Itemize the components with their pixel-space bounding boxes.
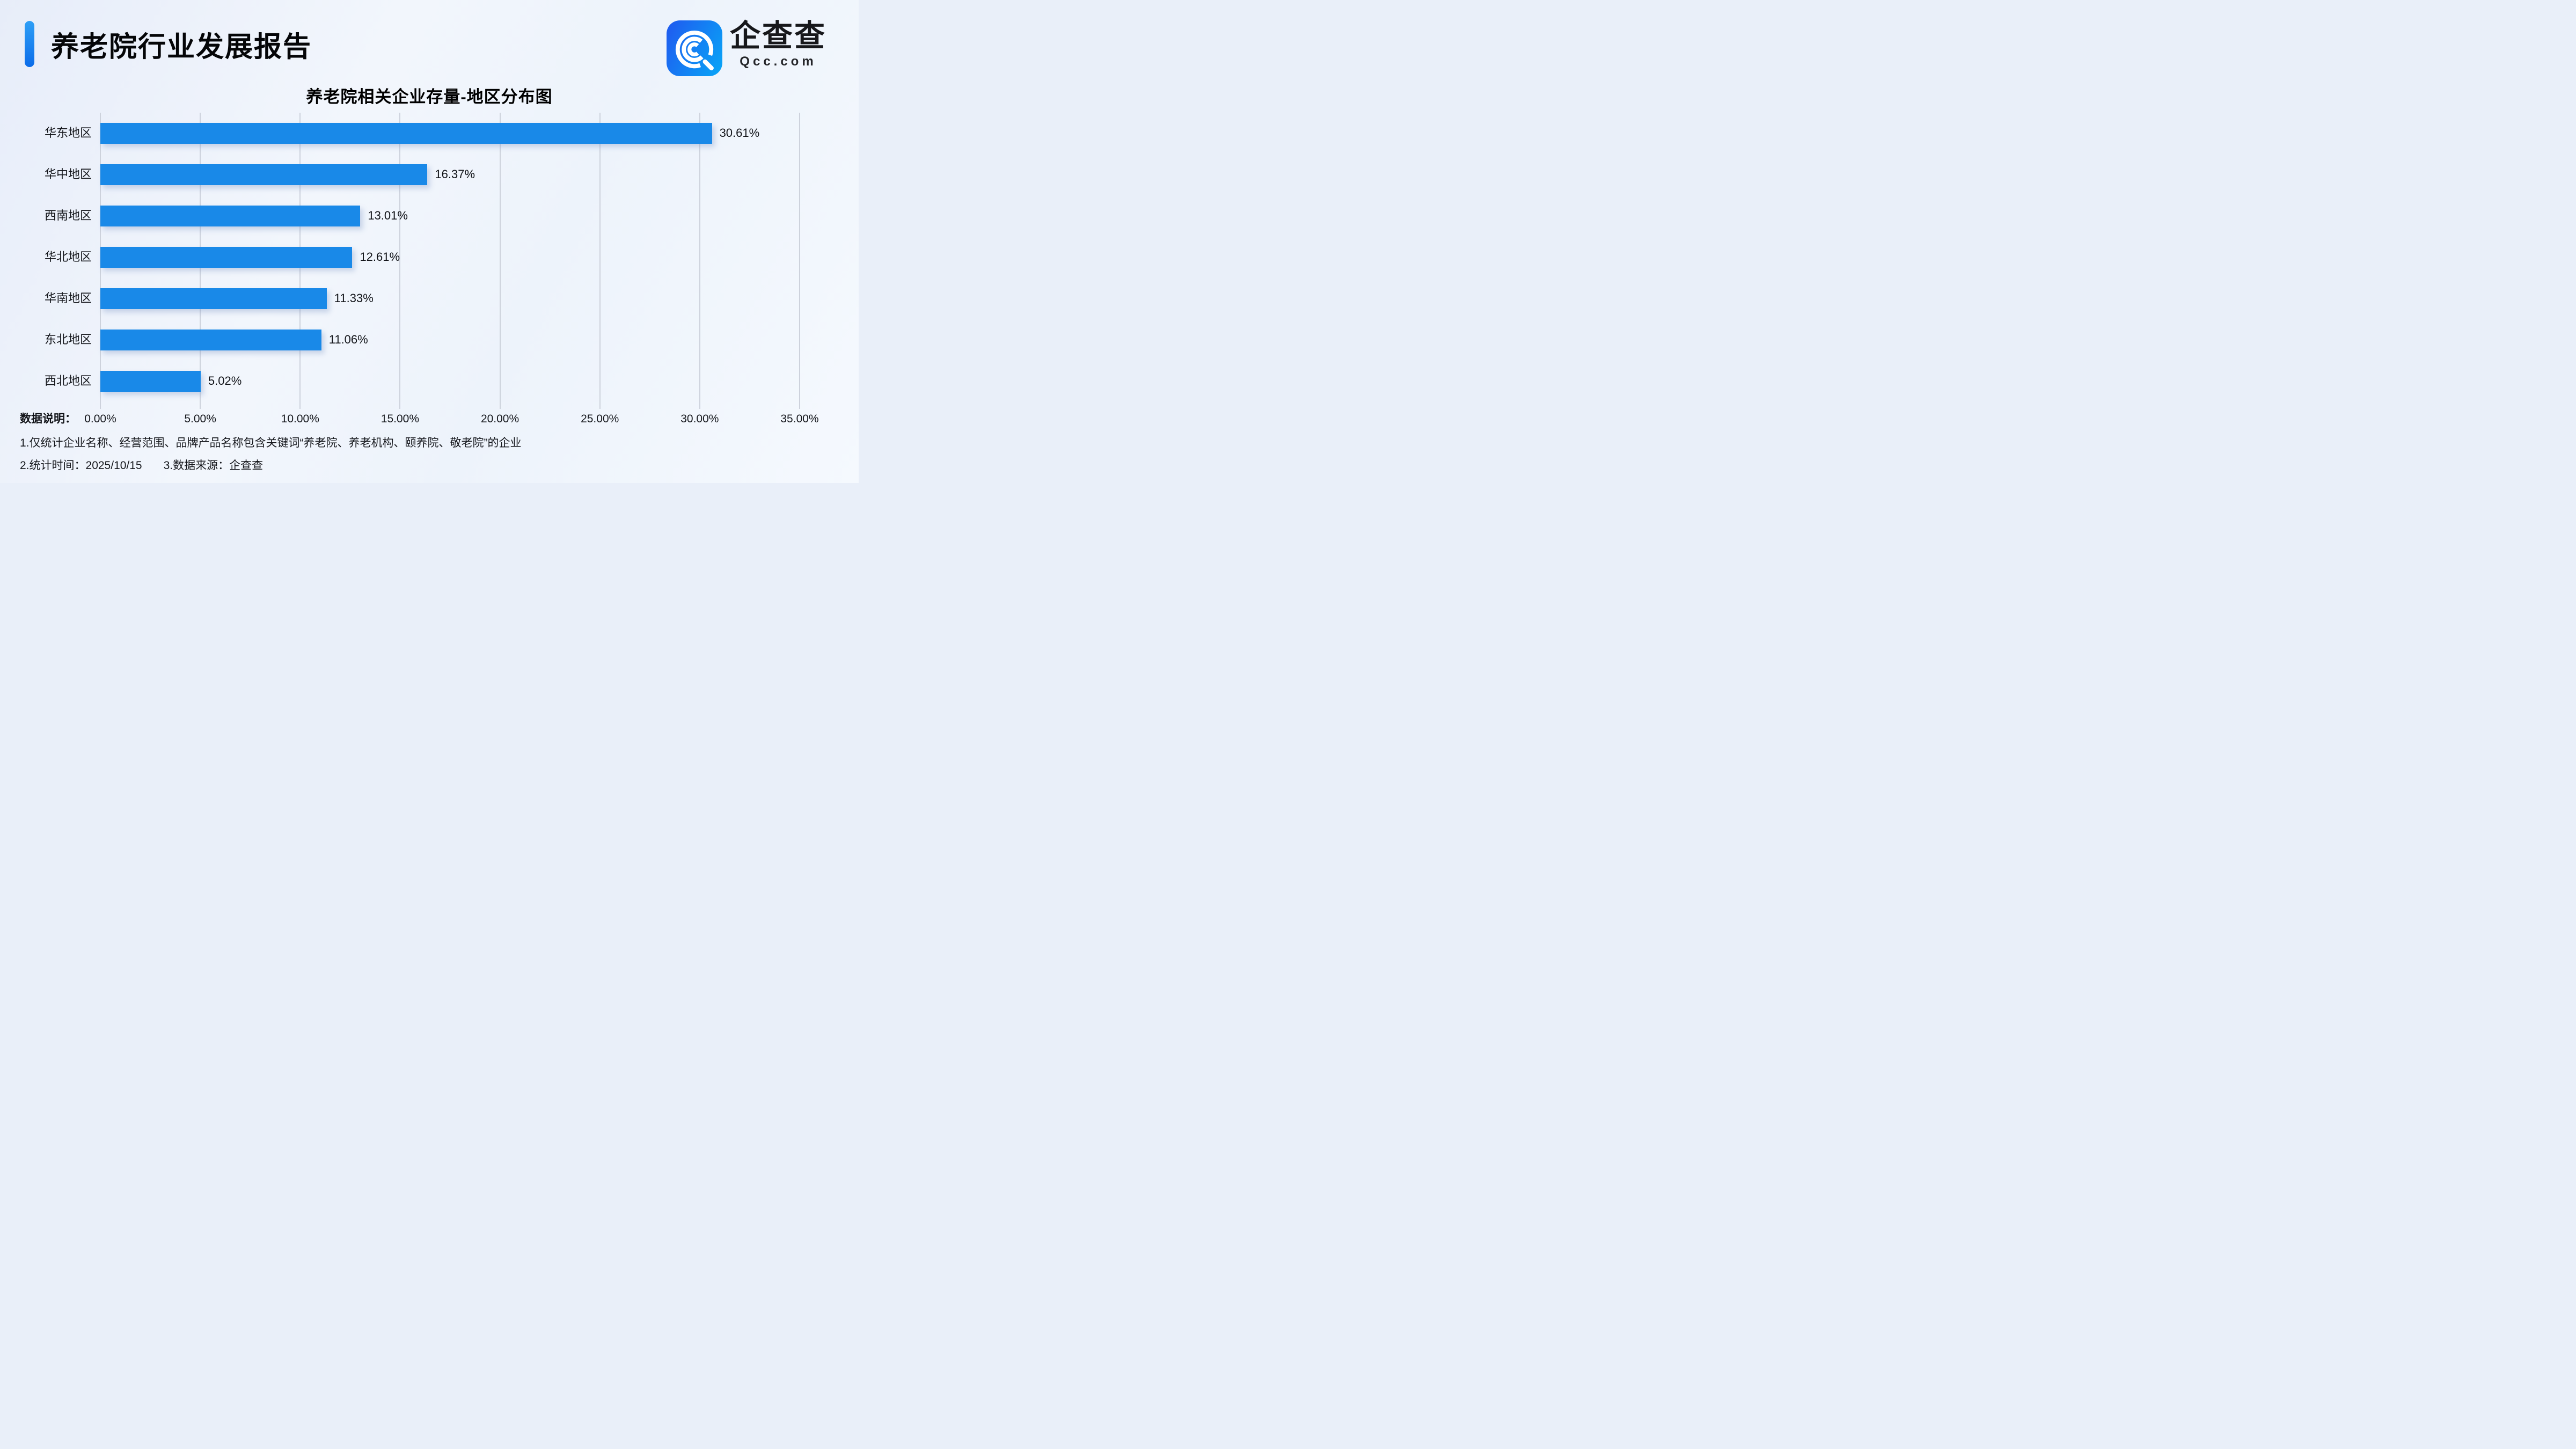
- footnote-source: 3.数据来源：企查查: [163, 459, 264, 472]
- qcc-logo: 企查查 Qcc.com: [667, 20, 826, 76]
- brand-name-cn: 企查查: [730, 19, 826, 53]
- bar: [100, 329, 321, 350]
- value-label: 13.01%: [368, 209, 408, 222]
- bar: [100, 122, 712, 144]
- x-tick-label: 15.00%: [380, 413, 420, 425]
- category-label: 东北地区: [44, 333, 92, 346]
- footnote-scope: 1.仅统计企业名称、经营范围、品牌产品名称包含关键词“养老院、养老机构、颐养院、…: [20, 437, 522, 449]
- gridline: [799, 113, 800, 409]
- gridline: [699, 113, 700, 409]
- value-label: 30.61%: [719, 126, 760, 140]
- category-label: 西南地区: [44, 209, 92, 222]
- bar: [100, 205, 361, 226]
- category-label: 华东地区: [44, 126, 92, 140]
- qcc-magnifier-icon: [667, 20, 722, 76]
- category-label: 西北地区: [44, 374, 92, 387]
- category-label: 华中地区: [44, 167, 92, 181]
- value-label: 11.06%: [328, 333, 368, 346]
- x-tick-label: 35.00%: [780, 413, 819, 425]
- x-tick-label: 20.00%: [480, 413, 519, 425]
- value-label: 11.33%: [334, 291, 374, 305]
- category-label: 华北地区: [44, 250, 92, 264]
- bar: [100, 246, 353, 268]
- page-title: 养老院行业发展报告: [51, 31, 312, 63]
- footnote-time: 2.统计时间：2025/10/15: [20, 459, 142, 472]
- x-tick-label: 0.00%: [84, 413, 116, 425]
- footnote-meta: 2.统计时间：2025/10/15 3.数据来源：企查查: [20, 458, 263, 473]
- gridline: [399, 113, 401, 409]
- category-label: 华南地区: [44, 291, 92, 305]
- value-label: 12.61%: [360, 250, 400, 264]
- value-label: 5.02%: [208, 374, 242, 387]
- notes-label: 数据说明：: [20, 413, 76, 425]
- bar: [100, 288, 327, 309]
- qcc-logo-text: 企查查 Qcc.com: [730, 20, 826, 69]
- bar: [100, 164, 428, 185]
- brand-name-en: Qcc.com: [740, 54, 817, 69]
- report-card: 养老院行业发展报告 企查查 Qcc.com 养老院相关企业存量-地区分布图: [0, 0, 859, 483]
- gridline: [499, 113, 501, 409]
- x-tick-label: 5.00%: [184, 413, 216, 425]
- chart-title: 养老院相关企业存量-地区分布图: [306, 87, 553, 106]
- x-tick-label: 25.00%: [581, 413, 619, 425]
- bar: [100, 370, 201, 392]
- title-accent-bar: [25, 21, 34, 67]
- x-tick-label: 30.00%: [680, 413, 719, 425]
- value-label: 16.37%: [435, 167, 475, 181]
- x-tick-label: 10.00%: [281, 413, 319, 425]
- gridline: [599, 113, 601, 409]
